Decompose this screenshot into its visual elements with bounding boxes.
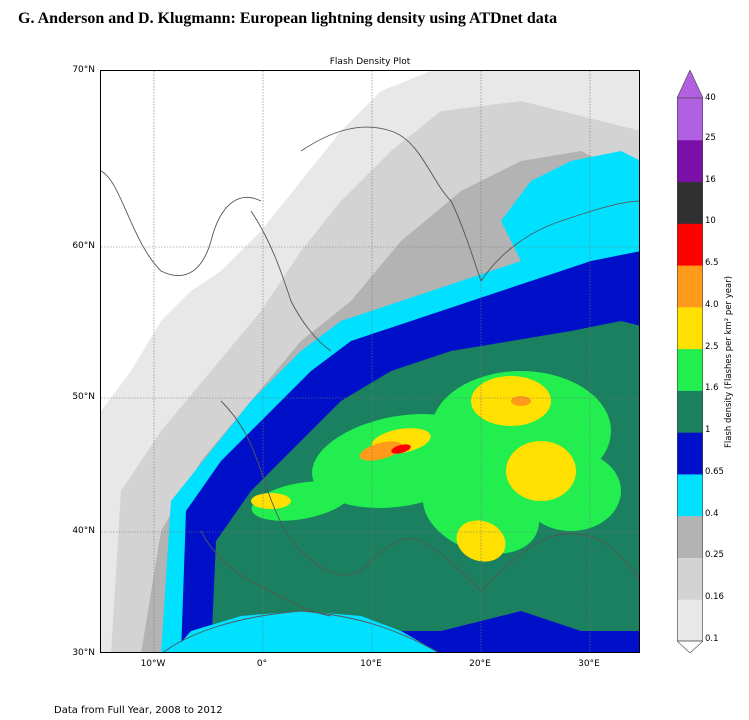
coastline <box>250 210 332 352</box>
colorbar-tick-label: 0.65 <box>705 466 724 477</box>
colorbar <box>677 70 703 653</box>
density-field <box>101 71 639 652</box>
colorbar-bin <box>677 223 703 266</box>
coastline <box>101 170 262 276</box>
coastline <box>220 400 362 576</box>
coastline <box>163 610 439 652</box>
colorbar-bin <box>677 265 703 308</box>
colorbar-bin <box>677 473 703 517</box>
lat-label-70n: 70°N <box>72 65 95 75</box>
colorbar-tick-label: 16 <box>705 174 716 185</box>
colorbar-tick-label: 1.6 <box>705 383 719 394</box>
colorbar-tick-label: 6.5 <box>705 258 719 269</box>
density-patch <box>251 493 291 509</box>
colorbar-extend-min <box>677 640 703 653</box>
lat-label-40n: 40°N <box>72 526 95 536</box>
coastlines <box>101 126 639 652</box>
colorbar-tick-label: 0.4 <box>705 508 719 519</box>
colorbar-bin <box>677 181 703 224</box>
lon-label-10e: 10°E <box>360 659 382 669</box>
density-patch <box>456 520 506 562</box>
map-frame <box>100 70 640 653</box>
lat-label-50n: 50°N <box>72 392 95 402</box>
lat-label-30n: 30°N <box>72 648 95 658</box>
lat-label-60n: 60°N <box>72 241 95 251</box>
density-patch <box>506 441 576 501</box>
colorbar-bin <box>677 432 703 475</box>
colorbar-tick-label: 0.1 <box>705 634 719 644</box>
coastline <box>200 530 332 617</box>
colorbar-tick-label: 0.16 <box>705 592 724 603</box>
lon-label-10w: 10°W <box>140 659 166 669</box>
plot-title: Flash Density Plot <box>329 57 411 67</box>
coastline <box>300 126 482 282</box>
colorbar-extend-max <box>677 70 703 99</box>
flash-density-map <box>101 71 639 652</box>
density-patch <box>511 396 531 406</box>
colorbar-bin <box>677 515 703 558</box>
lon-label-30e: 30°E <box>578 659 600 669</box>
colorbar-tick-label: 10 <box>705 216 716 227</box>
density-zone <box>501 151 639 261</box>
colorbar-tick-label: 0.25 <box>705 550 724 561</box>
density-zone <box>172 611 438 652</box>
colorbar-tick-label: 25 <box>705 132 716 143</box>
colorbar-bin <box>677 599 703 642</box>
lon-label-20e: 20°E <box>469 659 491 669</box>
colorbar-tick-label: 2.5 <box>705 341 719 352</box>
density-patch <box>422 468 540 554</box>
lon-label-0: 0° <box>256 659 268 669</box>
coastline <box>480 200 639 282</box>
density-patch <box>359 441 403 461</box>
density-patch <box>391 444 411 454</box>
colorbar-tick-label: 1 <box>705 425 711 436</box>
colorbar-bin <box>677 306 703 350</box>
density-patch <box>251 481 351 521</box>
colorbar-tick-label: 4.0 <box>705 299 719 310</box>
colorbar-tick-label: 40 <box>705 93 716 103</box>
colorbar-bin <box>677 139 703 183</box>
colorbar-bin <box>677 348 703 391</box>
colorbar-title: Flash density (Flashes per km² per year) <box>724 275 734 449</box>
coastline <box>360 537 482 592</box>
gridlines <box>101 71 639 652</box>
coastline <box>480 533 639 592</box>
data-period-note: Data from Full Year, 2008 to 2012 <box>54 705 223 716</box>
figure-caption: G. Anderson and D. Klugmann: European li… <box>18 10 558 27</box>
colorbar-bin <box>677 557 703 600</box>
colorbar-bin <box>677 98 703 141</box>
colorbar-bin <box>677 390 703 433</box>
